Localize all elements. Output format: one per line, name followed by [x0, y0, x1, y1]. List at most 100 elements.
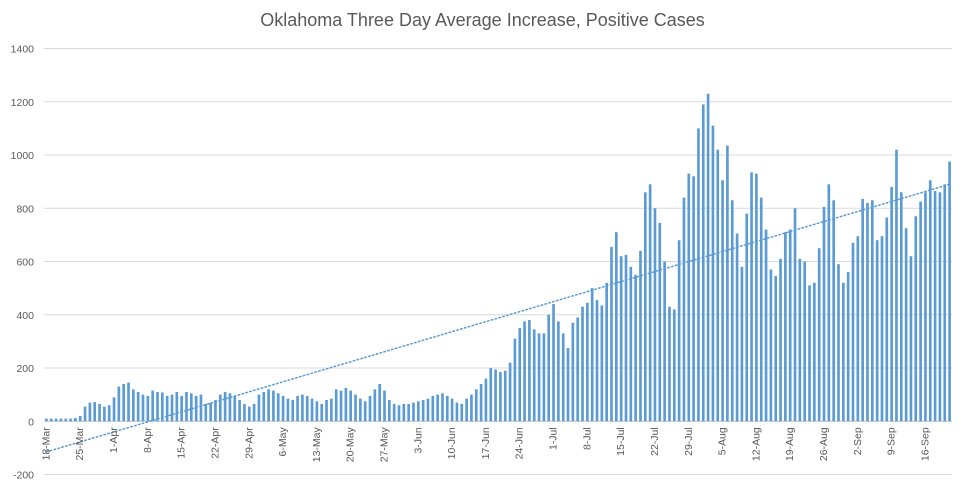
y-tick-label: 200 [16, 363, 34, 375]
bar [112, 397, 116, 422]
bar [330, 398, 333, 422]
bar [914, 216, 918, 422]
x-tick-label: 19-Aug [784, 427, 796, 461]
bar [899, 192, 903, 422]
bar [54, 418, 58, 422]
bar [740, 266, 744, 422]
bar [407, 403, 410, 422]
x-tick-label: 17-Jun [480, 427, 492, 459]
bar [209, 402, 212, 422]
bar [436, 394, 439, 422]
bar [363, 401, 367, 422]
bar [296, 395, 299, 422]
bar [827, 184, 831, 422]
bar [310, 398, 314, 422]
bar [93, 402, 97, 422]
bar [83, 406, 87, 422]
bar [247, 406, 251, 422]
bar [557, 321, 560, 422]
bar [605, 282, 608, 422]
bar [832, 200, 835, 422]
bar [875, 240, 879, 422]
bar [421, 399, 425, 422]
bar [474, 389, 478, 422]
bar [909, 256, 913, 422]
bar [711, 125, 715, 422]
bar [726, 145, 729, 422]
bar [199, 394, 203, 422]
bar [692, 176, 695, 422]
bar [465, 398, 468, 422]
bar [552, 304, 555, 422]
bar [566, 348, 570, 422]
bar [301, 394, 304, 422]
bar [175, 391, 179, 422]
y-tick-label: 800 [16, 203, 34, 215]
bar [412, 402, 415, 422]
bar [489, 368, 493, 422]
x-tick-label: 13-May [311, 427, 323, 463]
bar [141, 394, 145, 422]
bar [663, 261, 666, 422]
bar [117, 386, 121, 422]
bar [378, 383, 381, 422]
x-tick-label: 29-Jul [683, 427, 695, 456]
bar [701, 104, 705, 422]
bar [928, 180, 932, 422]
bar [373, 389, 377, 422]
bar [194, 395, 198, 422]
bar [359, 398, 362, 422]
bar [243, 403, 246, 422]
bar [344, 387, 348, 422]
bar [634, 274, 637, 422]
x-tick-label: 10-Jun [446, 427, 458, 459]
bar [668, 306, 671, 422]
x-tick-label: 5-Aug [717, 427, 729, 455]
bar [320, 403, 324, 422]
bar [122, 383, 126, 422]
bar [924, 192, 927, 422]
bar [706, 93, 710, 422]
x-tick-label: 15-Jul [615, 427, 627, 456]
bar [503, 370, 507, 422]
bar [721, 180, 724, 422]
bar [441, 393, 444, 422]
chart-title: Oklahoma Three Day Average Increase, Pos… [260, 10, 705, 30]
bar [180, 395, 183, 422]
bar [334, 389, 338, 422]
bar [890, 186, 893, 422]
bar [682, 197, 686, 422]
bar [846, 272, 850, 422]
bar [528, 320, 531, 422]
bar [349, 390, 353, 422]
bar [590, 288, 594, 422]
bar [228, 393, 232, 422]
bar [629, 266, 633, 422]
bar [291, 399, 295, 422]
y-tick-label: 1200 [11, 97, 35, 109]
bar [146, 395, 150, 422]
bar [354, 394, 357, 422]
bar [368, 395, 372, 422]
bar [339, 390, 343, 422]
y-tick-label: 600 [16, 257, 34, 269]
bar [735, 233, 739, 422]
x-tick-label: 2-Sep [852, 427, 864, 455]
bar [383, 390, 386, 422]
x-tick-label: 24-Jun [514, 427, 526, 459]
bar [870, 200, 874, 422]
bar [788, 229, 792, 422]
bar [658, 222, 662, 422]
bar [59, 418, 63, 422]
bar [161, 392, 164, 422]
bar [943, 184, 947, 422]
y-tick-label: 1400 [11, 44, 35, 56]
y-tick-label: 0 [28, 416, 34, 428]
y-axis: -200 0 200 400 600 800 1000 1200 1400 [11, 44, 35, 482]
bar [185, 391, 188, 422]
x-tick-label: 15-Apr [176, 427, 188, 459]
bar [880, 236, 884, 422]
bar [532, 329, 536, 422]
bar [537, 333, 541, 422]
